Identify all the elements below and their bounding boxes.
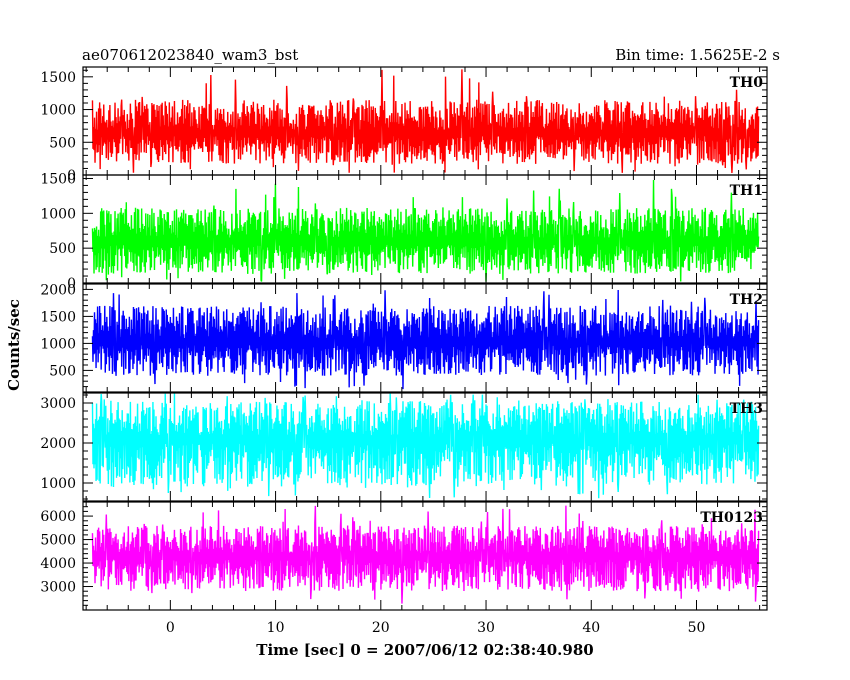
panel-label-th3: TH3 [730,401,763,417]
panel-label-th1: TH1 [730,183,763,199]
y-tick-label: 2000 [40,436,76,452]
panel-frame [82,501,768,611]
panel-frame [82,174,768,284]
y-tick-label: 1000 [40,336,76,352]
panel-label-th2: TH2 [730,292,763,308]
y-tick-label: 4000 [40,556,76,572]
x-tick-label: 30 [477,620,495,636]
y-tick-label: 1500 [40,309,76,325]
figure-title-left: ae070612023840_wam3_bst [82,46,298,64]
y-tick-label: 5000 [40,533,76,549]
y-tick-label: 1000 [40,206,76,222]
panel-th1: 0 500 1000 1500 TH1 [40,171,768,292]
y-tick-label: 2000 [40,282,76,298]
y-tick-label: 6000 [40,509,76,525]
series-line-th0123 [91,505,760,604]
x-tick-label: 0 [166,620,175,636]
y-tick-label: 1500 [40,171,76,187]
figure-title-right: Bin time: 1.5625E-2 s [615,46,780,64]
y-tick-label: 3000 [40,580,76,596]
y-tick-label: 500 [49,363,76,379]
y-tick-label: 0 [67,276,76,292]
panel-label-th0123: TH0123 [700,510,763,526]
y-tick-label: 0 [67,168,76,184]
series-line-th3 [91,393,760,499]
x-tick-label: 10 [267,620,285,636]
x-tick-label: 50 [688,620,706,636]
panel-th2: 500 1000 1500 2000 TH2 [40,282,768,393]
y-tick-label: 1000 [40,103,76,119]
x-axis-label: Time [sec] 0 = 2007/06/12 02:38:40.980 [256,641,593,659]
y-tick-label: 1000 [40,476,76,492]
series-line-th1 [91,180,760,282]
y-tick-label: 1500 [40,70,76,86]
y-tick-label: 500 [49,135,76,151]
panel-th0123: 3000 4000 5000 6000 TH0123 [40,501,768,611]
panel-th3: 1000 2000 3000 TH3 [40,392,768,502]
y-axis-label: Counts/sec [5,299,23,391]
series-line-th2 [91,290,760,390]
panel-label-th0: TH0 [730,75,764,91]
y-tick-label: 3000 [40,396,76,412]
x-tick-label: 20 [372,620,390,636]
panel-th0: 0 500 1000 1500 TH0 [40,66,768,184]
y-tick-label: 500 [49,241,76,257]
x-tick-label: 40 [582,620,600,636]
series-line-th0 [91,69,760,173]
panel-frame [82,392,768,502]
